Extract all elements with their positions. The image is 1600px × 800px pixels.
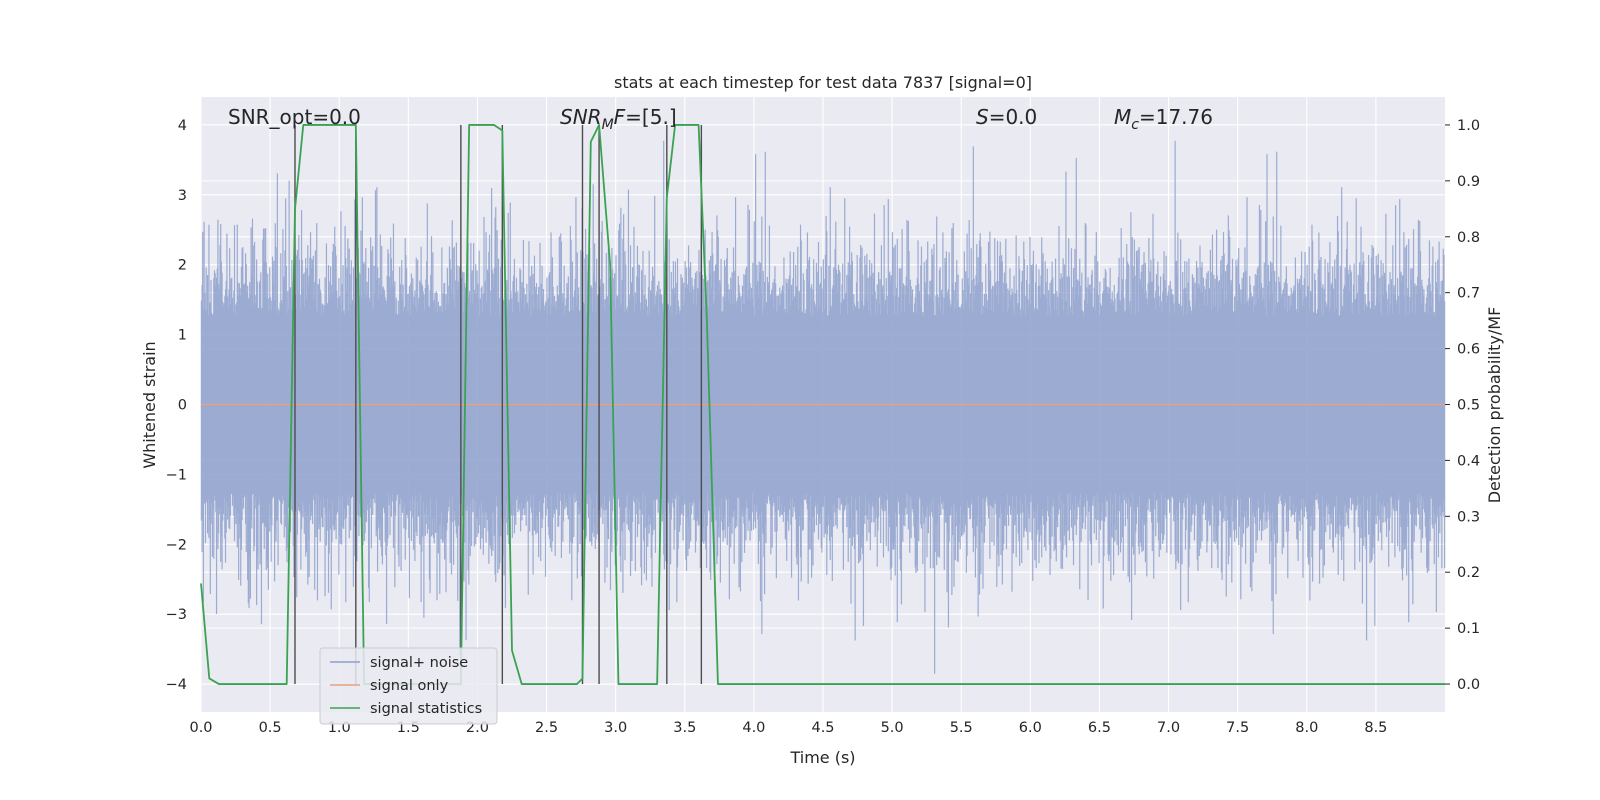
annotation-mc-base: M [1114,105,1131,129]
series-signal-plus-noise [200,140,1446,674]
x-tick-label-1: 0.5 [259,720,282,736]
legend: signal+ noise signal only signal statist… [319,647,498,725]
legend-label-signal-only: signal only [370,678,449,694]
annotation-snr-opt: SNR_opt=0.0 [228,105,361,129]
y-right-tick-label-10: 1.0 [1457,118,1480,134]
x-tick-label-9: 4.5 [811,720,834,736]
y-right-tick-label-2: 0.2 [1457,565,1480,581]
y-right-tick-label-8: 0.8 [1457,230,1480,246]
y-left-tick-label-0: −4 [166,677,187,693]
x-tick-label-8: 4.0 [742,720,765,736]
annotation-snr-mf-sub: M [602,117,614,133]
y-left-axis-label: Whitened strain [140,341,159,468]
y-left-tick-label-6: 2 [178,258,187,274]
x-tick-label-16: 8.0 [1295,720,1318,736]
annotation-snr-mf-rest: =[5.] [625,105,676,129]
y-right-axis-label: Detection probability/MF [1485,307,1504,504]
signal-statistics-line [200,124,1445,685]
x-tick-label-7: 3.5 [673,720,696,736]
annotation-s: S=0.0 [976,105,1037,129]
y-left-tick-label-7: 3 [178,188,187,204]
y-left-tick-label-2: −2 [166,537,187,553]
x-tick-label-12: 6.0 [1019,720,1042,736]
annotation-s-rest: =0.0 [989,105,1038,129]
x-tick-label-6: 3.0 [604,720,627,736]
x-tick-label-17: 8.5 [1364,720,1387,736]
x-tick-label-10: 5.0 [881,720,904,736]
annotation-mc-sub: c [1131,117,1139,133]
y-left-axis-ticks: −4 −3 −2 −1 0 1 2 3 4 [166,118,187,693]
noise-trace [200,140,1446,674]
y-right-tick-label-1: 0.1 [1457,621,1480,637]
y-right-tick-label-0: 0.0 [1457,677,1480,693]
annotation-s-base: S [976,105,989,129]
x-tick-label-14: 7.0 [1157,720,1180,736]
x-axis-label: Time (s) [789,748,855,767]
series-signal-statistics [200,124,1445,685]
annotation-mc: Mc=17.76 [1114,105,1213,133]
x-tick-label-15: 7.5 [1226,720,1249,736]
x-tick-label-5: 2.5 [535,720,558,736]
x-tick-label-0: 0.0 [189,720,212,736]
y-right-tick-label-6: 0.6 [1457,342,1480,358]
annotation-mc-rest: =17.76 [1139,105,1213,129]
y-left-tick-label-1: −3 [166,607,187,623]
y-right-tick-label-5: 0.5 [1457,398,1480,414]
x-tick-label-13: 6.5 [1088,720,1111,736]
annotation-snr-mf-rest-f: F [614,105,626,129]
y-right-tick-label-7: 0.7 [1457,286,1480,302]
y-right-tick-label-3: 0.3 [1457,509,1480,525]
y-left-tick-label-5: 1 [178,328,187,344]
legend-box [319,647,498,725]
chart-title: stats at each timestep for test data 783… [614,73,1032,92]
y-right-axis-ticks: 0.0 0.1 0.2 0.3 0.4 0.5 0.6 0.7 0.8 0.9 1.0 [1445,118,1480,693]
y-right-tick-label-4: 0.4 [1457,453,1480,469]
annotation-snr-mf-base: SNR [560,105,602,129]
y-left-tick-label-8: 4 [178,118,187,134]
legend-label-statistics: signal statistics [370,701,482,717]
x-tick-label-11: 5.5 [950,720,973,736]
y-left-tick-label-3: −1 [166,467,187,483]
y-left-tick-label-4: 0 [178,398,187,414]
y-right-tick-label-9: 0.9 [1457,174,1480,190]
legend-label-noise: signal+ noise [370,655,468,671]
annotation-snr-mf: SNRMF=[5.] [560,105,677,133]
